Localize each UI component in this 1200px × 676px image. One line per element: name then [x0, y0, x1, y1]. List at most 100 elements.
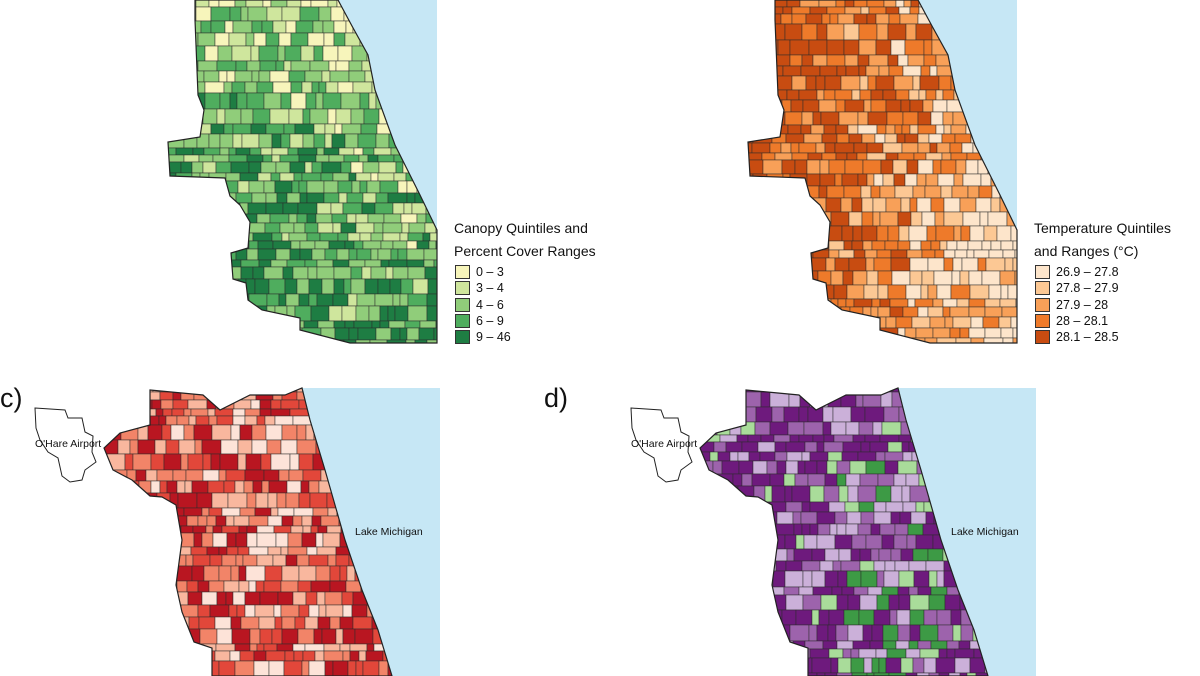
census-tract	[222, 388, 236, 393]
census-tract	[234, 643, 251, 652]
census-tract	[114, 650, 131, 662]
census-tract	[346, 192, 364, 204]
census-tract	[351, 604, 368, 618]
census-tract	[834, 511, 848, 525]
census-tract	[135, 469, 147, 482]
census-tract	[982, 316, 1000, 329]
census-tract	[735, 570, 752, 588]
census-tract	[286, 0, 302, 8]
census-tract	[280, 546, 289, 556]
census-tract	[938, 672, 950, 676]
census-tract	[763, 197, 781, 213]
census-tract	[168, 32, 178, 47]
census-tract	[841, 225, 854, 242]
census-tract	[242, 554, 258, 567]
census-tract	[798, 316, 819, 329]
census-tract	[700, 501, 709, 513]
census-tract	[748, 197, 765, 213]
census-tract	[876, 23, 889, 41]
census-tract	[302, 650, 316, 662]
census-tract	[744, 586, 754, 596]
census-tract	[211, 391, 220, 401]
census-tract	[240, 616, 260, 630]
legend-label: 28 – 28.1	[1056, 314, 1109, 329]
census-tract	[786, 197, 799, 213]
census-tract	[323, 643, 341, 652]
census-tract	[294, 123, 315, 135]
census-tract	[1002, 249, 1016, 259]
census-tract	[850, 316, 871, 329]
census-tract	[1000, 284, 1009, 300]
census-tract	[725, 534, 745, 550]
census-tract	[226, 532, 237, 548]
census-tract	[322, 20, 335, 34]
census-tract	[375, 327, 392, 341]
census-tract	[104, 415, 114, 426]
census-tract	[248, 546, 269, 556]
census-tract	[858, 421, 874, 436]
census-tract	[229, 650, 241, 662]
census-tract	[423, 259, 435, 268]
census-tract	[362, 161, 380, 174]
census-tract	[232, 415, 246, 426]
census-tract	[214, 616, 232, 630]
census-tract	[212, 154, 230, 163]
census-tract	[818, 0, 837, 8]
census-tract	[295, 339, 307, 343]
census-tract	[308, 604, 320, 618]
census-tract	[771, 406, 785, 423]
census-tract	[131, 565, 143, 582]
census-tract	[235, 147, 251, 156]
census-tract	[866, 672, 875, 676]
census-tract	[827, 391, 842, 408]
census-tract	[197, 515, 208, 527]
census-tract	[909, 270, 923, 286]
census-tract	[949, 142, 963, 154]
census-tract	[240, 259, 260, 268]
census-tract	[839, 316, 852, 329]
census-tract	[888, 13, 901, 25]
census-tract	[846, 570, 862, 588]
census-tract	[919, 75, 940, 91]
census-tract	[336, 248, 350, 261]
census-tract	[764, 485, 773, 503]
census-tract	[263, 469, 280, 482]
census-tract	[902, 65, 922, 77]
census-tract	[168, 305, 185, 322]
census-tract	[811, 657, 832, 674]
census-tract	[884, 133, 898, 144]
census-tract	[751, 327, 763, 339]
census-tract	[313, 45, 324, 62]
census-tract	[180, 180, 194, 194]
census-tract	[137, 391, 146, 401]
census-tract	[832, 406, 852, 423]
census-tract	[220, 222, 230, 234]
census-tract	[744, 560, 758, 572]
census-tract	[742, 648, 754, 659]
census-tract	[245, 453, 262, 471]
census-tract	[1000, 240, 1014, 251]
census-tract	[202, 222, 212, 234]
census-tract	[403, 202, 413, 215]
census-tract	[815, 142, 826, 154]
census-tract	[258, 339, 269, 343]
census-tract	[779, 284, 797, 300]
census-tract	[208, 415, 218, 426]
census-tract	[316, 202, 332, 215]
census-tract	[386, 339, 407, 343]
census-tract	[822, 406, 834, 423]
census-tract	[705, 594, 722, 611]
census-tract	[333, 20, 347, 34]
census-tract	[175, 20, 192, 34]
census-tract	[761, 327, 774, 339]
census-tract	[237, 453, 247, 471]
census-tract	[225, 591, 234, 606]
census-tract	[252, 480, 263, 494]
census-tract	[185, 469, 204, 482]
census-tract	[826, 460, 838, 475]
census-tract	[301, 327, 322, 341]
census-tract	[433, 259, 437, 268]
census-tract	[720, 594, 729, 611]
census-tract	[142, 628, 157, 645]
census-tract	[835, 99, 846, 113]
